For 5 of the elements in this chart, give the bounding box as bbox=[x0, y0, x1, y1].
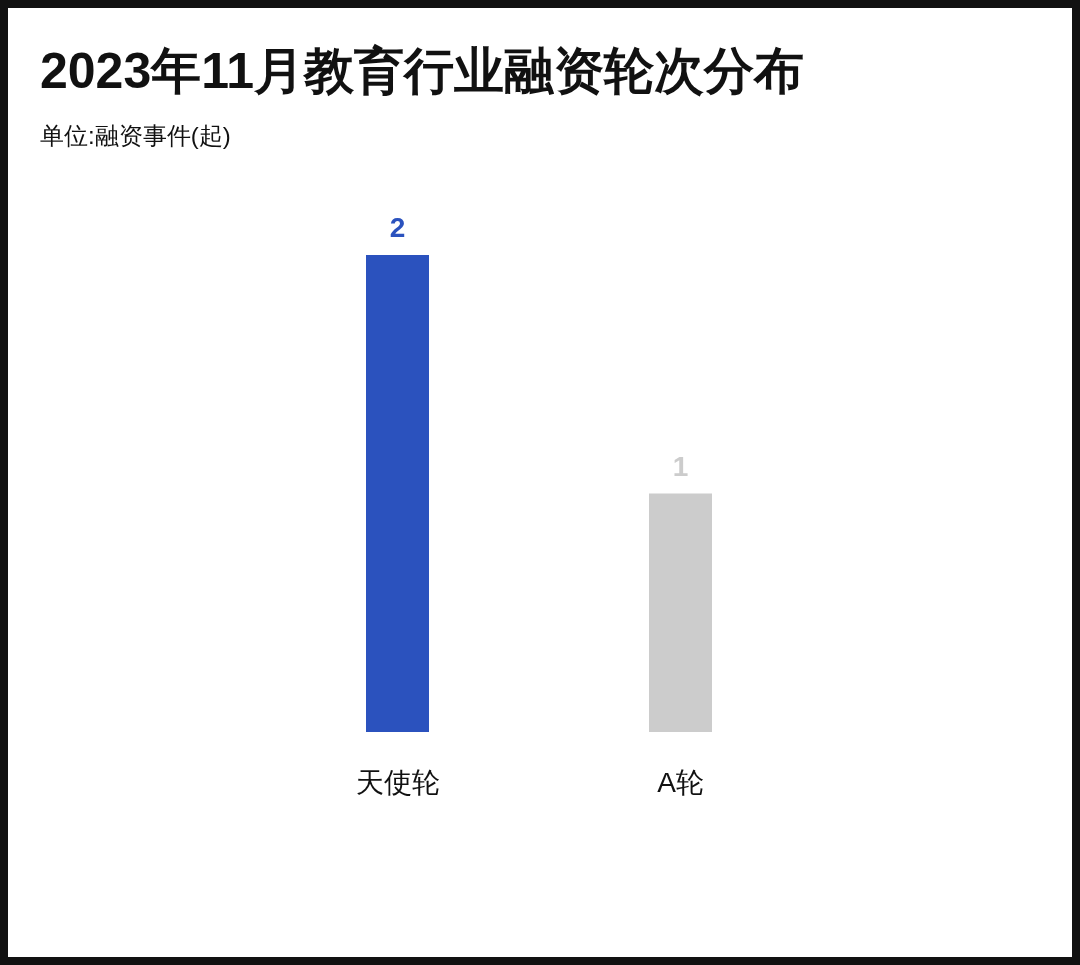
data-label: 2 bbox=[389, 212, 406, 243]
x-tick-label: A轮 bbox=[657, 767, 704, 798]
chart-title: 2023年11月教育行业融资轮次分布 bbox=[40, 43, 805, 99]
x-tick-label: 天使轮 bbox=[355, 767, 440, 798]
chart-subtitle: 单位:融资事件(起) bbox=[40, 122, 231, 149]
